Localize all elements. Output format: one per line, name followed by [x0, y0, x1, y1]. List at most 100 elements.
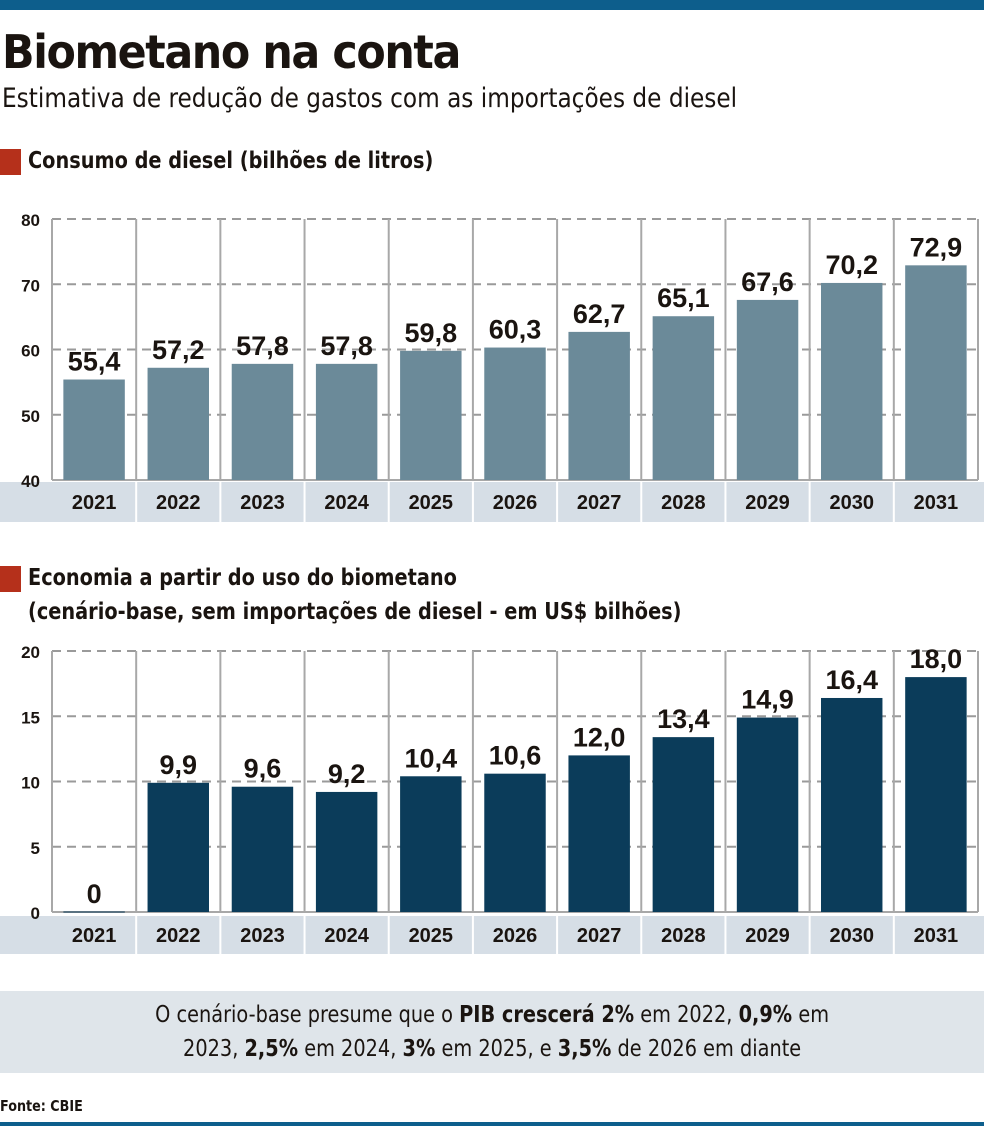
y-tick-label: 5 — [31, 839, 40, 858]
y-tick-label: 70 — [21, 276, 40, 295]
chart-biomethane-savings: 0 5 10 15 20 0 2021 9,9 2022 9,6 2023 9,2 2024 10,4 20… — [0, 643, 984, 954]
value-label: 62,7 — [573, 299, 626, 329]
bar-2028 — [652, 737, 715, 912]
y-tick-label: 40 — [21, 472, 40, 491]
bar-2023 — [231, 363, 294, 480]
x-tick-label: 2022 — [156, 925, 201, 947]
value-label: 55,4 — [68, 347, 121, 377]
page-subtitle: Estimativa de redução de gastos com as i… — [2, 83, 738, 114]
bar-2025 — [400, 350, 462, 480]
x-tick-label: 2024 — [324, 492, 369, 514]
x-tick-label: 2024 — [324, 925, 369, 947]
x-axis-band — [0, 482, 984, 522]
footnote-run: em 2022, — [634, 1002, 739, 1028]
bar-2024 — [315, 791, 378, 912]
top-accent-bar — [0, 0, 984, 10]
bar-2026 — [484, 347, 546, 480]
x-tick-label: 2022 — [156, 492, 201, 514]
value-label: 9,9 — [159, 750, 197, 780]
y-tick-label: 10 — [21, 774, 40, 793]
bar-2022 — [147, 367, 209, 480]
footnote-highlight: 3,5% — [557, 1036, 612, 1062]
footnote-highlight: PIB crescerá 2% — [458, 1002, 635, 1028]
bar-2025 — [400, 776, 462, 912]
footnote-run: em — [792, 1002, 829, 1028]
chart-diesel-consumption: 40 50 60 70 80 55,4 2021 57,2 2022 57,8 2023 57,8 20… — [0, 211, 984, 522]
x-tick-label: 2023 — [240, 925, 285, 947]
x-tick-label: 2031 — [914, 492, 959, 514]
bar-2023 — [231, 786, 294, 912]
source-credit: Fonte: CBIE — [0, 1097, 83, 1115]
bar-2031 — [905, 265, 967, 480]
value-label: 57,2 — [152, 335, 205, 365]
x-axis-band — [0, 916, 984, 954]
value-label: 70,2 — [825, 250, 878, 280]
value-label: 57,8 — [320, 331, 373, 361]
x-tick-label: 2030 — [829, 492, 874, 514]
footnote-run: O cenário-base presume que o — [155, 1002, 459, 1028]
bar-2021 — [63, 379, 125, 480]
x-tick-label: 2023 — [240, 492, 285, 514]
x-tick-label: 2029 — [745, 492, 790, 514]
x-tick-label: 2027 — [577, 925, 622, 947]
x-tick-label: 2027 — [577, 492, 622, 514]
chart2-title: Economia a partir do uso do biometano — [28, 565, 457, 591]
value-label: 9,2 — [328, 759, 366, 789]
footnote-box: O cenário-base presume que o PIB crescer… — [0, 991, 984, 1073]
bar-2029 — [736, 717, 799, 912]
chart1-title: Consumo de diesel (bilhões de litros) — [28, 148, 434, 174]
footnote-line-1: O cenário-base presume que o PIB crescer… — [155, 1002, 829, 1028]
bar-2027 — [568, 331, 630, 480]
x-tick-label: 2029 — [745, 925, 790, 947]
value-label: 16,4 — [825, 665, 878, 695]
section-marker-icon — [0, 566, 21, 592]
y-tick-label: 0 — [31, 904, 40, 923]
value-label: 12,0 — [573, 722, 626, 752]
footnote-run: de 2026 em diante — [611, 1036, 802, 1062]
footnote-run: em 2025, e — [435, 1036, 558, 1062]
value-label: 10,4 — [405, 743, 458, 773]
x-tick-label: 2028 — [661, 492, 706, 514]
value-label: 65,1 — [657, 283, 710, 313]
bar-2028 — [652, 316, 715, 480]
value-label: 60,3 — [489, 315, 542, 345]
chart2-subtitle: (cenário-base, sem importações de diesel… — [28, 599, 682, 625]
bar-2027 — [568, 755, 630, 912]
bar-2030 — [821, 697, 883, 912]
y-tick-label: 80 — [21, 211, 40, 230]
x-tick-label: 2028 — [661, 925, 706, 947]
footnote-highlight: 3% — [402, 1036, 436, 1062]
bar-2031 — [905, 677, 967, 912]
x-tick-label: 2030 — [829, 925, 874, 947]
value-label: 59,8 — [405, 318, 458, 348]
x-tick-label: 2021 — [72, 492, 117, 514]
bottom-accent-bar — [0, 1122, 984, 1126]
y-tick-label: 20 — [21, 643, 40, 662]
page-title: Biometano na conta — [2, 25, 461, 79]
value-label: 67,6 — [741, 267, 794, 297]
footnote-run: em 2024, — [297, 1036, 403, 1062]
section-marker-icon — [0, 149, 21, 175]
footnote-text: O cenário-base presume que o PIB crescer… — [155, 998, 829, 1066]
bar-2024 — [315, 363, 378, 480]
footnote-highlight: 0,9% — [738, 1002, 793, 1028]
bar-2029 — [736, 299, 799, 480]
value-label: 0 — [87, 879, 102, 909]
y-tick-label: 50 — [21, 407, 40, 426]
value-label: 10,6 — [489, 741, 542, 771]
y-tick-label: 15 — [21, 708, 40, 727]
x-tick-label: 2026 — [493, 925, 538, 947]
footnote-line-2: 2023, 2,5% em 2024, 3% em 2025, e 3,5% d… — [183, 1036, 801, 1062]
bar-2030 — [821, 282, 883, 480]
footnote-run: 2023, — [182, 1036, 245, 1062]
value-label: 72,9 — [910, 232, 963, 262]
x-tick-label: 2025 — [409, 492, 454, 514]
value-label: 13,4 — [657, 704, 710, 734]
value-label: 18,0 — [910, 644, 963, 674]
value-label: 57,8 — [236, 331, 289, 361]
bar-2022 — [147, 782, 209, 912]
footnote-highlight: 2,5% — [244, 1036, 298, 1062]
x-tick-label: 2031 — [914, 925, 959, 947]
x-tick-label: 2026 — [493, 492, 538, 514]
value-label: 9,6 — [244, 754, 282, 784]
